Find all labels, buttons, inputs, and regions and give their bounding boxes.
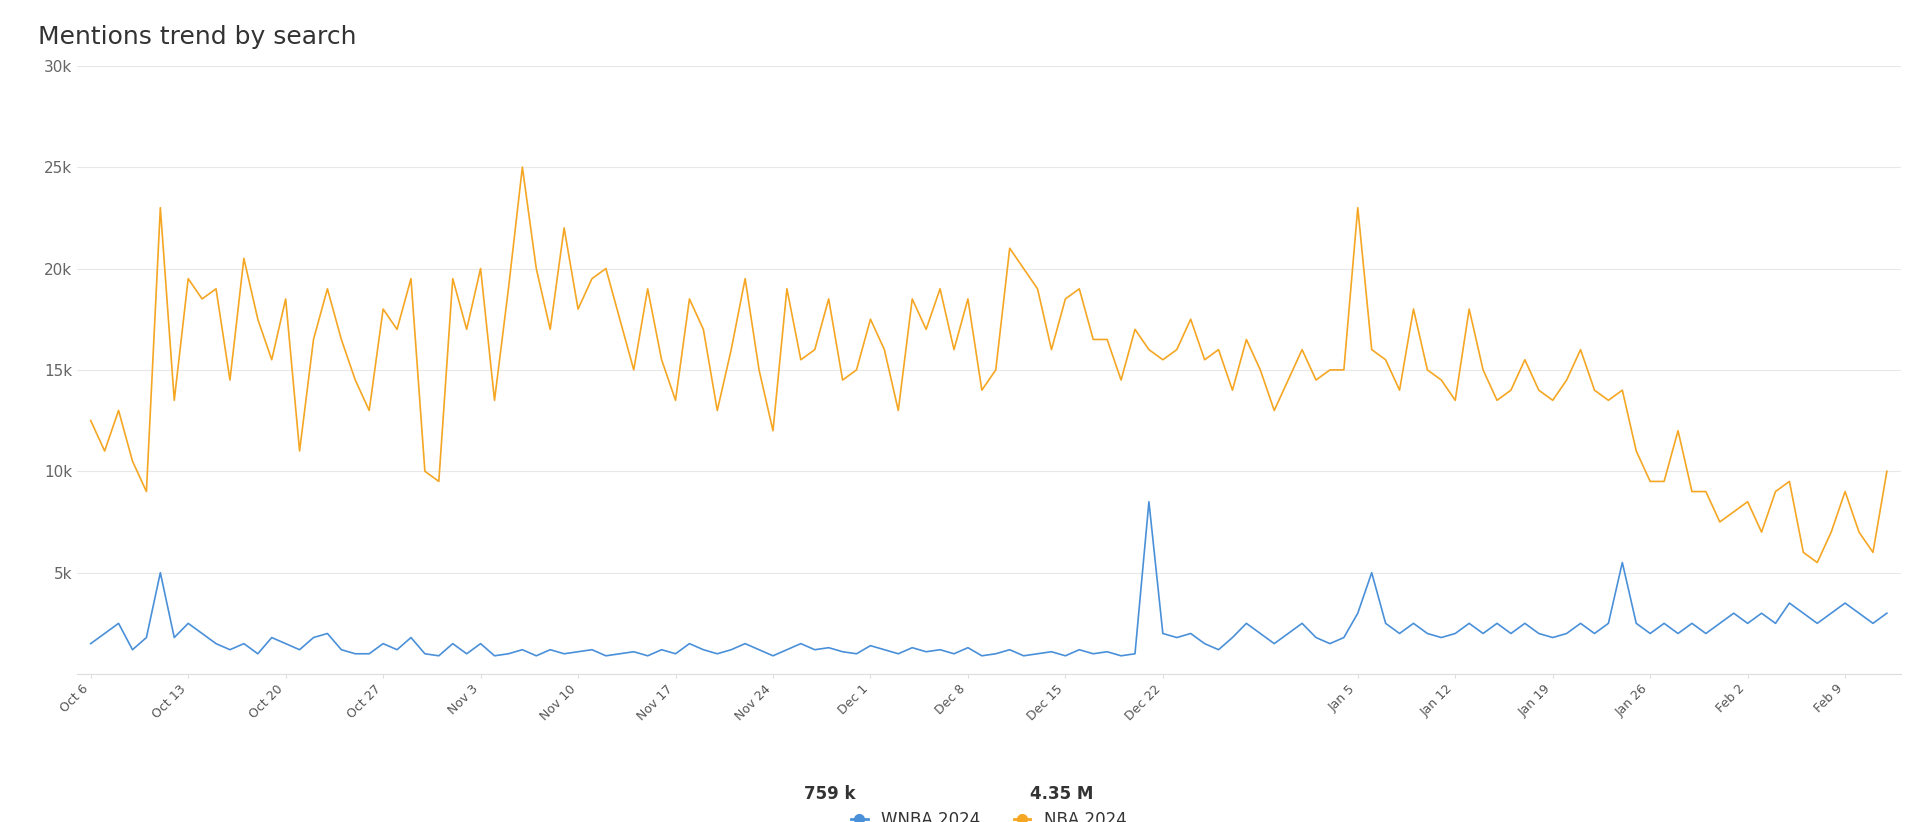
Legend: WNBA 2024, NBA 2024: WNBA 2024, NBA 2024: [845, 805, 1133, 822]
Text: Mentions trend by search: Mentions trend by search: [38, 25, 357, 48]
Text: 4.35 M: 4.35 M: [1029, 785, 1094, 803]
Text: 759 k: 759 k: [804, 785, 854, 803]
